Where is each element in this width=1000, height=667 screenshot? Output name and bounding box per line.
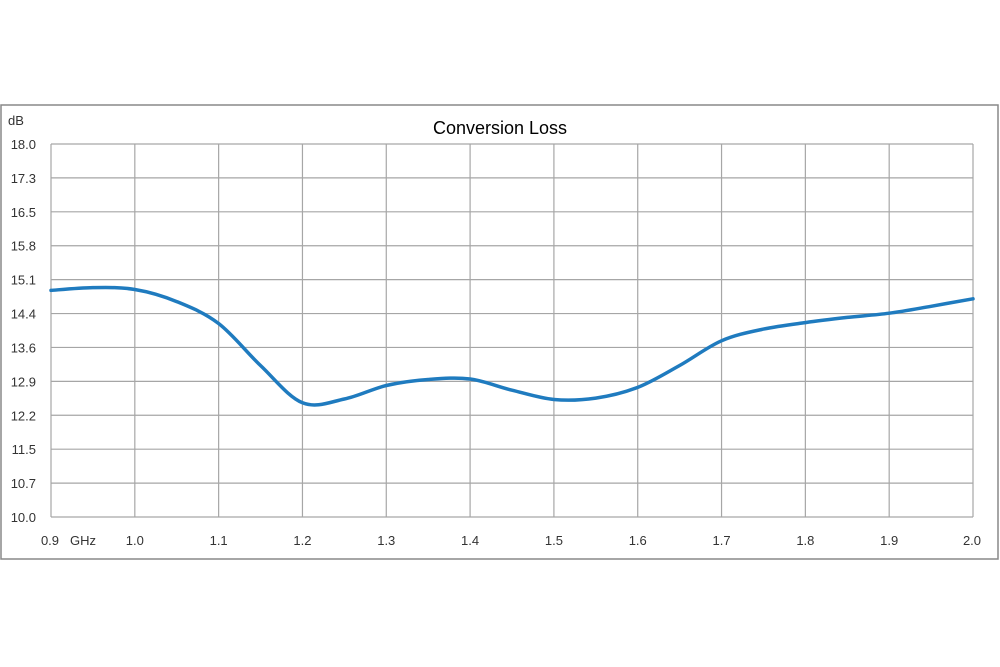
series <box>49 285 975 407</box>
y-tick-label: 15.1 <box>11 273 36 288</box>
x-tick-label: 1.3 <box>377 533 395 548</box>
grid <box>50 143 974 518</box>
x-tick-label: 1.8 <box>796 533 814 548</box>
x-tick-labels: 0.9 1.0 1.1 1.2 1.3 1.4 1.5 1.6 1.7 1.8 1.9 2.0 <box>41 533 981 548</box>
y-tick-label: 12.2 <box>11 408 36 423</box>
y-tick-label: 14.4 <box>11 307 36 322</box>
x-tick-label: 1.7 <box>713 533 731 548</box>
y-tick-label: 11.5 <box>12 442 36 457</box>
conversion-loss-chart: Conversion Loss dB GHz 10.010.711.512.21… <box>0 104 999 560</box>
y-tick-label: 16.5 <box>11 205 36 220</box>
x-tick-label: 1.0 <box>126 533 144 548</box>
x-tick-label: 1.6 <box>629 533 647 548</box>
y-tick-label: 12.9 <box>11 374 36 389</box>
x-tick-label: 1.1 <box>210 533 228 548</box>
y-tick-label: 17.3 <box>11 171 36 186</box>
y-tick-label: 18.0 <box>11 137 36 152</box>
y-tick-labels: 10.0 10.7 11.5 12.2 12.9 13.6 14.4 15.1 15.8 16.5… <box>11 137 36 525</box>
y-tick-label: 15.8 <box>11 239 36 254</box>
y-tick-label: 13.6 <box>11 340 36 355</box>
x-axis-unit-label: GHz <box>70 533 96 548</box>
chart-border <box>0 104 999 560</box>
x-tick-label: 1.4 <box>461 533 479 548</box>
chart-title: Conversion Loss <box>433 118 567 138</box>
y-axis-unit-label: dB <box>8 113 24 128</box>
conversion-loss-line <box>49 285 975 407</box>
x-tick-label: 0.9 <box>41 533 59 548</box>
x-tick-label: 1.9 <box>880 533 898 548</box>
x-tick-label: 1.2 <box>293 533 311 548</box>
y-tick-label: 10.0 <box>11 510 36 525</box>
x-tick-label: 1.5 <box>545 533 563 548</box>
y-tick-label: 10.7 <box>11 476 36 491</box>
x-tick-label: 2.0 <box>963 533 981 548</box>
